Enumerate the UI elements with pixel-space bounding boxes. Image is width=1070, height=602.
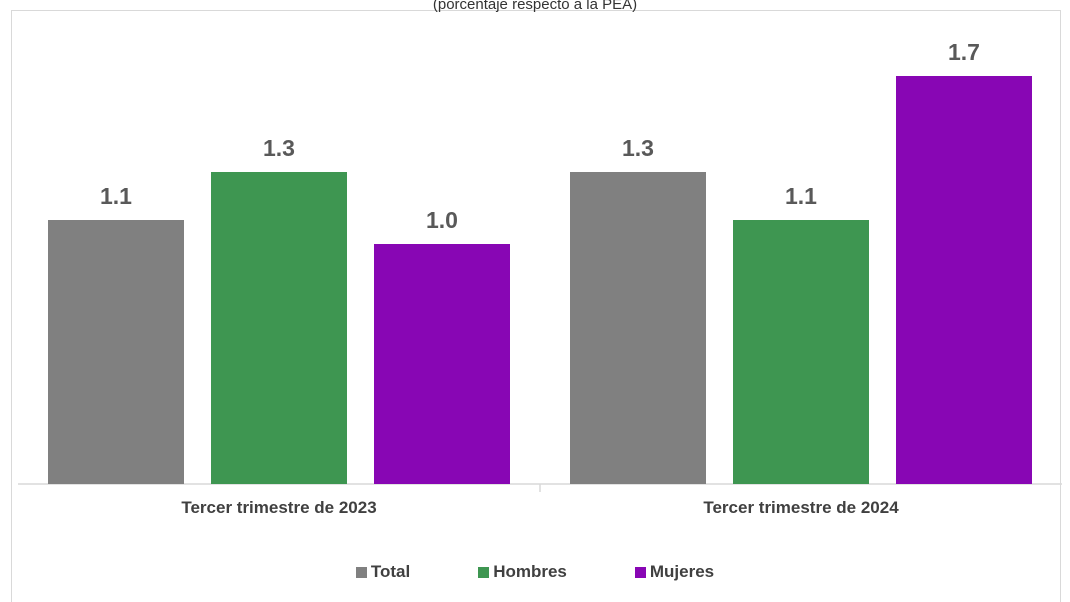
bar-mujeres-2 xyxy=(896,76,1032,484)
legend-swatch-mujeres xyxy=(634,566,646,578)
data-label-total-2: 1.3 xyxy=(622,135,654,161)
legend-item-mujeres: Mujeres xyxy=(634,562,715,582)
legend-swatch-hombres xyxy=(478,566,490,578)
bar-mujeres-1 xyxy=(374,244,510,484)
legend-item-hombres: Hombres xyxy=(478,562,567,582)
chart-subtitle: (porcentaje respecto a la PEA) xyxy=(432,0,638,13)
x-tick-label-1: Tercer trimestre de 2023 xyxy=(181,498,376,517)
data-label-hombres-1: 1.3 xyxy=(263,135,295,161)
legend-swatch-total xyxy=(355,566,367,578)
legend-label-hombres: Hombres xyxy=(493,562,567,581)
data-label-total-1: 1.1 xyxy=(100,183,132,209)
data-label-hombres-2: 1.1 xyxy=(785,183,817,209)
legend-label-total: Total xyxy=(370,562,411,581)
legend-item-total: Total xyxy=(355,562,411,582)
x-tick-label-2: Tercer trimestre de 2024 xyxy=(703,498,899,517)
bar-hombres-1 xyxy=(211,172,347,484)
data-label-mujeres-2: 1.7 xyxy=(948,39,980,65)
bar-total-1 xyxy=(48,220,184,484)
bar-total-2 xyxy=(570,172,706,484)
bar-hombres-2 xyxy=(733,220,869,484)
chart-legend: Total Hombres Mujeres xyxy=(0,562,1070,582)
data-label-mujeres-1: 1.0 xyxy=(426,207,458,233)
legend-label-mujeres: Mujeres xyxy=(649,562,715,581)
